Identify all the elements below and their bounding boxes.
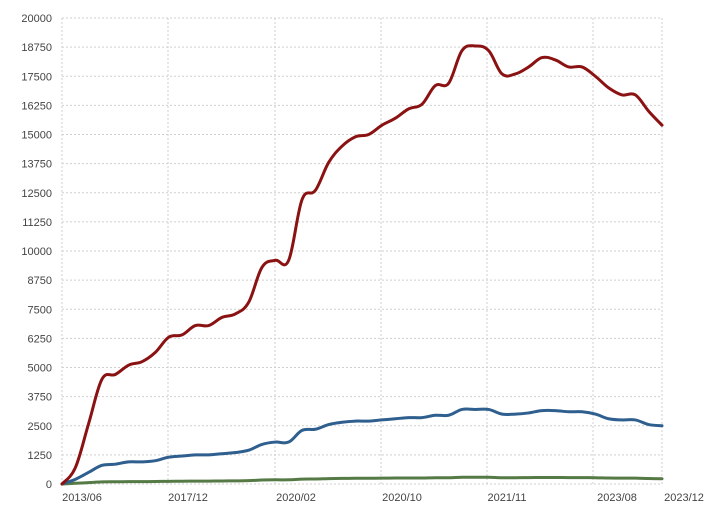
- series-line-3: [60, 475, 664, 486]
- series-line-1: [60, 44, 664, 486]
- y-axis-ticks: 0 1250 2500 3750 5000 6250 7500 8750 10000 11250 1…: [21, 13, 52, 491]
- x-axis-ticks: 2013/06 2017/12 2020/02 2020/10 2021/11 2023/…: [62, 492, 704, 504]
- x-tick-label: 2023/08: [597, 492, 637, 504]
- y-tick-label: 17500: [21, 71, 52, 83]
- y-tick-label: 12500: [21, 188, 52, 200]
- x-tick-label: 2021/11: [488, 492, 527, 504]
- y-tick-label: 15000: [21, 130, 52, 142]
- y-tick-label: 20000: [21, 13, 52, 25]
- x-tick-label: 2020/10: [382, 492, 422, 504]
- y-tick-label: 3750: [28, 392, 52, 404]
- y-tick-label: 2500: [28, 421, 52, 433]
- y-tick-label: 8750: [28, 275, 52, 287]
- x-tick-label: 2013/06: [62, 492, 102, 504]
- x-tick-label: 2017/12: [168, 492, 208, 504]
- series-lines: [60, 44, 664, 486]
- y-tick-label: 1250: [28, 450, 52, 462]
- x-tick-label: 2023/12: [664, 492, 704, 504]
- y-tick-label: 11250: [22, 217, 52, 229]
- y-tick-label: 18750: [21, 42, 52, 54]
- y-tick-label: 7500: [28, 304, 52, 316]
- y-tick-label: 0: [46, 479, 52, 491]
- y-tick-label: 5000: [28, 363, 52, 375]
- x-tick-label: 2020/02: [276, 492, 316, 504]
- y-tick-label: 16250: [21, 100, 52, 112]
- y-tick-label: 10000: [21, 246, 52, 258]
- y-tick-label: 6250: [28, 333, 52, 345]
- grid: [61, 17, 663, 485]
- y-tick-label: 13750: [21, 159, 52, 171]
- series-line-2: [60, 407, 664, 486]
